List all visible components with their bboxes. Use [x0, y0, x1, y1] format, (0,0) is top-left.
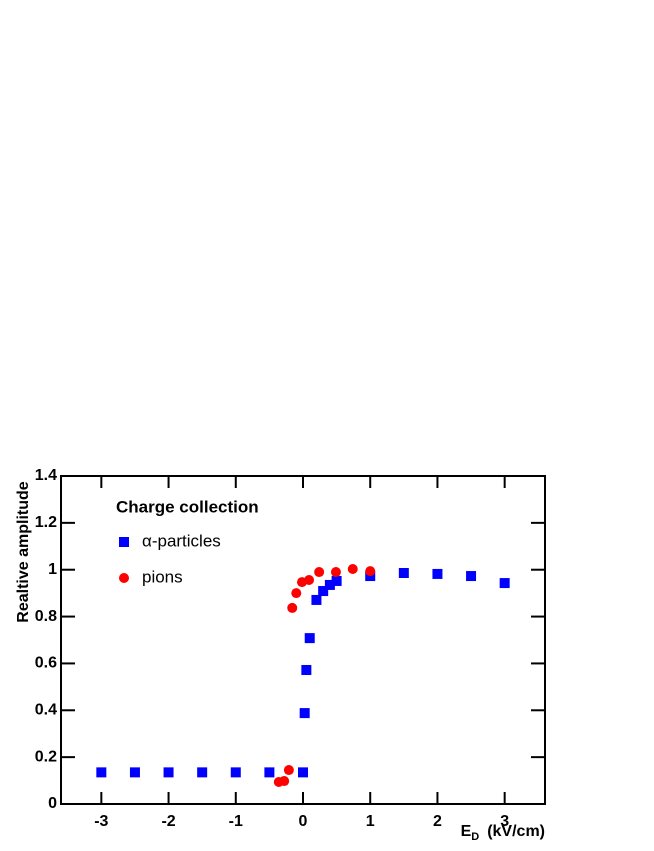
data-point — [324, 579, 335, 590]
x-label-sub: D — [471, 831, 479, 843]
data-point — [330, 567, 341, 578]
data-point — [283, 765, 294, 776]
plot-frame — [60, 475, 546, 805]
data-point — [129, 767, 140, 778]
data-point — [230, 767, 241, 778]
x-label-unit: (kV/cm) — [487, 823, 545, 840]
y-tick-label: 0.8 — [35, 608, 57, 625]
legend-marker — [119, 537, 129, 547]
data-point — [264, 767, 275, 778]
data-point — [318, 586, 329, 597]
data-point — [298, 767, 308, 778]
data-point — [432, 568, 443, 579]
y-tick-label: 0.2 — [35, 748, 57, 765]
legend-label: α-particles — [142, 531, 221, 550]
data-point — [331, 575, 342, 586]
y-tick-label: 0.6 — [35, 655, 57, 672]
legend-label: pions — [142, 567, 183, 586]
x-tick-label: 3 — [500, 813, 509, 830]
data-point — [314, 567, 325, 578]
data-point — [291, 588, 302, 599]
data-point — [279, 776, 290, 787]
data-point — [301, 664, 312, 675]
data-point — [347, 564, 358, 575]
data-point — [304, 575, 315, 586]
data-point — [466, 571, 477, 582]
x-tick-label: 1 — [366, 813, 375, 830]
data-point — [299, 708, 310, 719]
data-point — [398, 567, 409, 578]
data-point — [197, 767, 208, 778]
data-point — [287, 602, 298, 613]
y-axis-label: Realtive amplitude — [15, 481, 32, 622]
x-tick-label: 0 — [299, 813, 308, 830]
data-point — [311, 594, 322, 605]
y-tick-label: 1 — [48, 561, 57, 578]
y-tick-label: 1.4 — [35, 467, 57, 484]
data-point — [304, 633, 315, 644]
data-point — [163, 767, 174, 778]
x-tick-label: -3 — [94, 813, 108, 830]
x-axis-label: ED (kV/cm) — [461, 823, 545, 843]
x-tick-label: 2 — [433, 813, 442, 830]
y-tick-label: 0.4 — [35, 702, 57, 719]
y-tick-label: 0 — [48, 795, 57, 812]
x-label-main: E — [461, 823, 472, 840]
x-tick-label: -2 — [161, 813, 175, 830]
data-point — [96, 767, 107, 778]
x-tick-label: -1 — [229, 813, 243, 830]
legend-title: Charge collection — [116, 497, 259, 516]
data-point — [365, 566, 376, 577]
y-tick-label: 1.2 — [35, 514, 57, 531]
data-point — [499, 578, 510, 589]
legend-marker — [119, 573, 129, 583]
